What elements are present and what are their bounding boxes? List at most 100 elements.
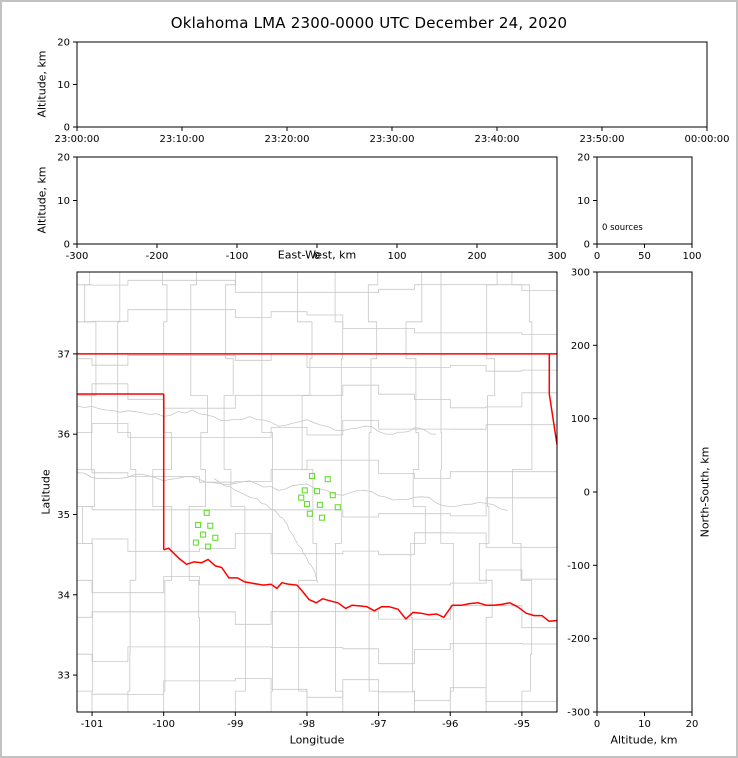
map-xlabel: Longitude (289, 733, 345, 747)
svg-text:50: 50 (638, 251, 651, 262)
source-count-label: 0 sources (602, 223, 643, 233)
svg-text:34: 34 (57, 590, 70, 601)
ns-height-ylabel-right: North-South, km (698, 446, 712, 538)
panel-plan_map: -101 -100 -99 -98 -97 -96 -95 33 34 35 36 37 (57, 271, 558, 730)
lma-station-marker (306, 510, 313, 517)
svg-text:23:40:00: 23:40:00 (475, 134, 520, 145)
panel-ns_height: 0 10 20 300 200 100 0 -100 -200 -300 (567, 268, 698, 731)
lma-station-marker (298, 494, 305, 501)
svg-text:0: 0 (64, 240, 70, 251)
y-ticks: 0 10 20 (57, 153, 77, 251)
svg-text:0: 0 (64, 123, 70, 134)
panel-alt_histogram: 0 50 100 0 10 20 (577, 153, 701, 263)
lma-station-marker (303, 500, 311, 508)
svg-text:100: 100 (682, 251, 701, 262)
lma-station-marker (205, 543, 212, 550)
ew-height-xlabel: East-West, km (277, 248, 357, 262)
svg-text:-100: -100 (567, 561, 590, 572)
svg-text:-98: -98 (299, 719, 315, 730)
lma-station-marker (318, 514, 326, 521)
svg-text:-100: -100 (152, 719, 175, 730)
figure-title: Oklahoma LMA 2300-0000 UTC December 24, … (170, 14, 568, 32)
x-ticks: 0 50 100 (594, 244, 702, 262)
county-lines (77, 272, 557, 712)
svg-text:23:10:00: 23:10:00 (160, 134, 205, 145)
svg-text:36: 36 (57, 430, 70, 441)
svg-text:-300: -300 (567, 708, 590, 719)
svg-text:0: 0 (584, 240, 590, 251)
river-lines (77, 405, 508, 583)
svg-text:200: 200 (467, 251, 486, 262)
svg-text:0: 0 (594, 719, 600, 730)
svg-text:-99: -99 (227, 719, 243, 730)
svg-text:23:20:00: 23:20:00 (265, 134, 310, 145)
svg-text:10: 10 (57, 80, 70, 91)
svg-text:-95: -95 (514, 719, 530, 730)
lma-station-marker (301, 487, 308, 494)
svg-text:10: 10 (577, 196, 590, 207)
panel-frame (596, 271, 693, 713)
x-ticks: -101 -100 -99 -98 -97 -96 -95 (81, 712, 530, 730)
y-ticks: 0 10 20 (57, 38, 77, 134)
svg-text:-200: -200 (567, 634, 590, 645)
svg-text:300: 300 (547, 251, 566, 262)
lma-station-marker (212, 534, 219, 541)
svg-text:0: 0 (594, 251, 600, 262)
svg-text:20: 20 (57, 38, 70, 49)
lma-stations (192, 472, 341, 550)
svg-text:20: 20 (686, 719, 699, 730)
svg-text:10: 10 (57, 196, 70, 207)
ew-height-ylabel: Altitude, km (35, 166, 49, 234)
state-border (77, 353, 557, 623)
svg-text:100: 100 (571, 414, 590, 425)
lma-station-marker (324, 476, 331, 483)
svg-text:20: 20 (577, 153, 590, 164)
lma-station-marker (207, 522, 214, 529)
svg-text:-100: -100 (226, 251, 249, 262)
svg-text:23:30:00: 23:30:00 (370, 134, 415, 145)
ns-height-xlabel: Altitude, km (610, 733, 678, 747)
time-height-ylabel: Altitude, km (35, 50, 49, 118)
svg-text:300: 300 (571, 268, 590, 279)
svg-text:-97: -97 (370, 719, 386, 730)
y-ticks: 33 34 35 36 37 (57, 349, 77, 682)
svg-text:-101: -101 (81, 719, 104, 730)
x-ticks: -300 -200 -100 0 100 200 300 (66, 244, 567, 262)
svg-text:-200: -200 (146, 251, 169, 262)
svg-text:10: 10 (638, 719, 651, 730)
svg-text:0: 0 (584, 488, 590, 499)
panel-frame (76, 271, 558, 713)
lma-station-marker (308, 472, 316, 479)
svg-text:33: 33 (57, 671, 70, 682)
panel-frame (76, 156, 558, 245)
panel-time_height: 23:00:00 23:10:00 23:20:00 23:30:00 23:40:00… (55, 38, 730, 146)
svg-text:100: 100 (387, 251, 406, 262)
svg-text:23:00:00: 23:00:00 (55, 134, 100, 145)
svg-text:-96: -96 (442, 719, 458, 730)
svg-text:0: 0 (314, 251, 320, 262)
y-ticks: 300 200 100 0 -100 -200 -300 (567, 268, 597, 719)
lma-station-marker (316, 501, 323, 508)
svg-text:-300: -300 (66, 251, 89, 262)
map-ylabel: Latitude (39, 469, 53, 515)
map-content (77, 272, 557, 712)
lma-station-marker (329, 492, 336, 499)
lma-station-marker (195, 521, 202, 528)
panel-frame (76, 41, 708, 128)
x-ticks: 23:00:00 23:10:00 23:20:00 23:30:00 23:40:00… (55, 127, 730, 145)
lma-station-marker (200, 531, 207, 538)
panel-ew_height: -300 -200 -100 0 100 200 300 0 10 20 (57, 153, 566, 263)
lma-station-marker (192, 539, 199, 546)
svg-text:37: 37 (57, 349, 70, 360)
svg-text:35: 35 (57, 510, 70, 521)
lma-station-marker (203, 509, 210, 516)
y-ticks: 0 10 20 (577, 153, 597, 251)
lma-station-marker (313, 488, 321, 495)
svg-text:200: 200 (571, 341, 590, 352)
svg-text:00:00:00: 00:00:00 (685, 134, 730, 145)
svg-text:23:50:00: 23:50:00 (580, 134, 625, 145)
x-ticks: 0 10 20 (594, 712, 699, 730)
svg-text:20: 20 (57, 153, 70, 164)
